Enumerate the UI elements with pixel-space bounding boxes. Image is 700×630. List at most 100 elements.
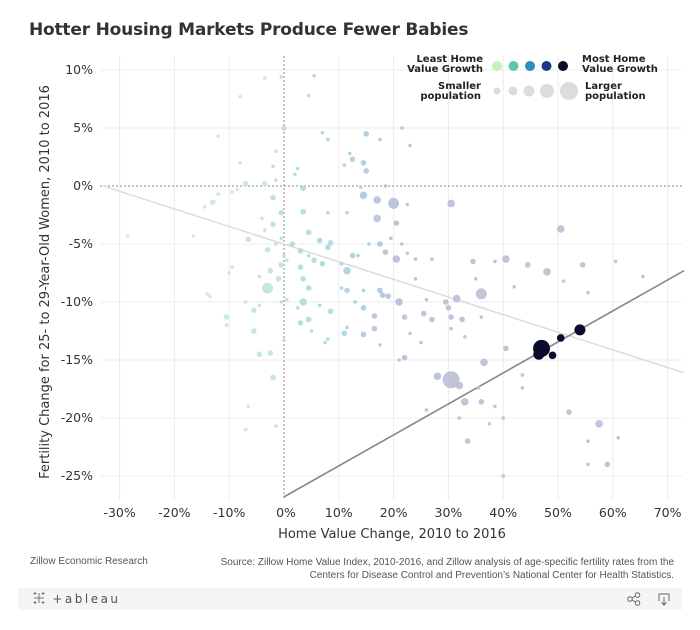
data-point[interactable] <box>616 435 621 440</box>
data-point[interactable] <box>420 310 427 317</box>
data-point[interactable] <box>282 253 286 258</box>
data-point[interactable] <box>305 316 312 323</box>
data-point[interactable] <box>327 308 334 315</box>
data-point[interactable] <box>520 386 525 390</box>
data-point[interactable] <box>502 255 510 263</box>
data-point[interactable] <box>363 168 370 174</box>
data-point[interactable] <box>401 354 408 361</box>
data-point[interactable] <box>306 253 311 258</box>
data-point[interactable] <box>548 351 557 360</box>
data-point[interactable] <box>262 180 268 187</box>
data-point[interactable] <box>230 265 234 270</box>
data-point[interactable] <box>457 416 462 420</box>
data-point[interactable] <box>520 373 525 377</box>
data-point[interactable] <box>246 404 251 409</box>
data-point[interactable] <box>459 316 465 323</box>
data-point[interactable] <box>299 298 307 306</box>
data-point[interactable] <box>326 337 330 341</box>
data-point[interactable] <box>281 125 287 131</box>
data-point[interactable] <box>223 314 230 320</box>
data-point[interactable] <box>401 314 408 320</box>
data-point[interactable] <box>263 76 267 80</box>
data-point[interactable] <box>227 271 231 275</box>
data-point[interactable] <box>327 240 334 246</box>
data-point[interactable] <box>242 180 249 187</box>
data-point[interactable] <box>430 257 434 261</box>
data-point[interactable] <box>270 374 276 381</box>
data-point[interactable] <box>413 257 418 261</box>
data-point[interactable] <box>257 274 262 279</box>
data-point[interactable] <box>270 221 276 228</box>
data-point[interactable] <box>455 381 464 390</box>
data-point[interactable] <box>586 290 590 295</box>
data-point[interactable] <box>475 288 487 300</box>
data-point[interactable] <box>463 335 467 339</box>
data-point[interactable] <box>373 196 381 204</box>
data-point[interactable] <box>349 156 356 163</box>
data-point[interactable] <box>363 131 370 137</box>
data-point[interactable] <box>433 372 442 381</box>
data-point[interactable] <box>295 306 300 310</box>
data-point[interactable] <box>392 255 401 263</box>
data-point[interactable] <box>360 160 367 166</box>
data-point[interactable] <box>586 439 590 444</box>
data-point[interactable] <box>216 192 221 196</box>
data-point[interactable] <box>273 424 278 428</box>
data-point[interactable] <box>408 143 412 148</box>
data-point[interactable] <box>442 371 460 389</box>
data-point[interactable] <box>604 461 611 468</box>
data-point[interactable] <box>273 178 278 182</box>
data-point[interactable] <box>273 242 278 246</box>
data-point[interactable] <box>393 220 400 226</box>
data-point[interactable] <box>408 331 412 336</box>
data-point[interactable] <box>279 300 284 304</box>
data-point[interactable] <box>345 325 349 330</box>
data-point[interactable] <box>493 404 497 409</box>
data-point[interactable] <box>311 257 317 264</box>
data-point[interactable] <box>442 299 449 305</box>
data-point[interactable] <box>356 253 360 258</box>
data-point[interactable] <box>400 126 404 130</box>
data-point[interactable] <box>325 244 331 251</box>
data-point[interactable] <box>323 340 327 345</box>
data-point[interactable] <box>305 285 312 291</box>
data-point[interactable] <box>371 325 378 332</box>
data-point[interactable] <box>419 340 423 345</box>
data-point[interactable] <box>574 324 586 336</box>
data-point[interactable] <box>478 398 485 405</box>
data-point[interactable] <box>474 277 478 281</box>
data-point[interactable] <box>278 209 285 216</box>
data-point[interactable] <box>326 210 330 215</box>
data-point[interactable] <box>339 286 344 290</box>
data-point[interactable] <box>282 338 286 343</box>
data-point[interactable] <box>400 242 404 246</box>
data-point[interactable] <box>251 328 257 334</box>
data-point[interactable] <box>297 248 304 254</box>
data-point[interactable] <box>342 163 347 167</box>
data-point[interactable] <box>300 276 306 282</box>
data-point[interactable] <box>339 261 344 266</box>
data-point[interactable] <box>238 94 242 99</box>
data-point[interactable] <box>208 294 212 299</box>
data-point[interactable] <box>312 74 316 78</box>
data-point[interactable] <box>382 249 389 255</box>
data-point[interactable] <box>487 422 492 426</box>
data-point[interactable] <box>224 323 229 328</box>
data-point[interactable] <box>533 348 545 360</box>
data-point[interactable] <box>493 259 497 264</box>
data-point[interactable] <box>271 164 275 169</box>
data-point[interactable] <box>470 258 476 265</box>
data-point[interactable] <box>273 149 278 153</box>
tableau-logo[interactable]: +ableau <box>32 591 121 606</box>
data-point[interactable] <box>353 300 358 304</box>
data-point[interactable] <box>360 305 367 311</box>
data-point[interactable] <box>641 274 645 279</box>
data-point[interactable] <box>264 247 271 253</box>
data-point[interactable] <box>300 185 306 192</box>
data-point[interactable] <box>284 297 289 302</box>
data-point[interactable] <box>424 297 429 302</box>
data-point[interactable] <box>316 237 323 244</box>
data-point[interactable] <box>556 334 565 342</box>
data-point[interactable] <box>525 262 531 268</box>
data-point[interactable] <box>543 268 551 276</box>
